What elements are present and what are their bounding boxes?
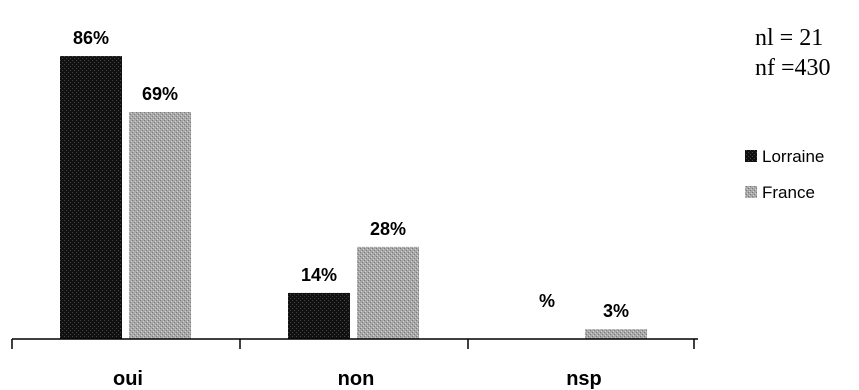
bar-france-non	[357, 246, 419, 339]
bar-labels-group: 86% 69% 14% 28%% 3%	[73, 28, 629, 321]
legend-label-france: France	[762, 183, 815, 202]
category-label-nsp: nsp	[566, 368, 602, 390]
data-label-lorraine-oui: 86%	[73, 28, 109, 48]
category-label-oui: oui	[113, 368, 143, 390]
category-label-non: non	[338, 368, 375, 390]
annotation-nl: nl = 21	[755, 25, 823, 51]
data-label-lorraine-nsp: %	[539, 291, 555, 311]
category-labels: oui non nsp	[113, 368, 602, 390]
bar-france-oui	[129, 111, 191, 340]
bars-group	[60, 56, 647, 340]
legend-swatch-lorraine	[745, 150, 757, 162]
legend-label-lorraine: Lorraine	[762, 147, 824, 166]
bar-france-nsp	[585, 329, 647, 339]
data-label-lorraine-non: 14%	[301, 265, 337, 285]
data-label-france-non: 28%	[370, 219, 406, 239]
legend-swatch-france	[745, 186, 757, 198]
legend: Lorraine France	[745, 147, 824, 202]
data-label-france-oui: 69%	[142, 84, 178, 104]
x-axis-ticks	[11, 339, 695, 349]
bar-lorraine-oui	[60, 56, 122, 340]
bar-lorraine-non	[288, 292, 350, 339]
data-label-france-nsp: 3%	[603, 301, 629, 321]
annotation-nf: nf =430	[755, 55, 831, 81]
